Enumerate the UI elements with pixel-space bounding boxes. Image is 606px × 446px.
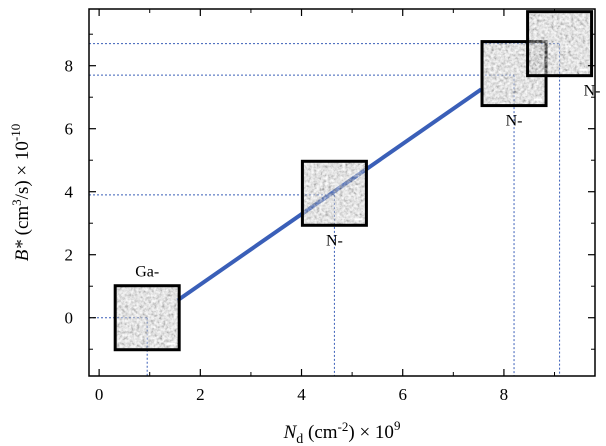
inset-scale-bar bbox=[354, 218, 363, 221]
inset-border bbox=[113, 284, 181, 352]
inset-image: Ga- bbox=[113, 264, 181, 352]
inset-texture bbox=[527, 11, 592, 76]
x-tick-label: 8 bbox=[500, 385, 509, 404]
y-tick-label: 0 bbox=[65, 309, 74, 328]
inset-texture bbox=[115, 285, 180, 350]
inset-scale-bar bbox=[167, 342, 176, 345]
x-tick-label: 2 bbox=[196, 385, 205, 404]
inset-image: N- bbox=[300, 159, 368, 249]
y-tick-label: 8 bbox=[65, 57, 74, 76]
plot-area-frame bbox=[88, 8, 596, 377]
y-tick-label: 2 bbox=[65, 246, 74, 265]
x-tick-label: 4 bbox=[297, 385, 306, 404]
inset-border bbox=[526, 10, 594, 78]
inset-image: N- bbox=[526, 10, 601, 100]
x-tick-label: 6 bbox=[398, 385, 407, 404]
y-tick-label: 6 bbox=[65, 120, 74, 139]
inset-texture bbox=[302, 161, 367, 226]
inset-border bbox=[300, 159, 368, 227]
y-axis-label: B* (cm3/s) × 10-10 bbox=[8, 124, 33, 261]
inset-label: N- bbox=[326, 232, 343, 249]
x-tick-label: 0 bbox=[95, 385, 104, 404]
inset-scale-bar bbox=[579, 68, 588, 71]
inset-label: Ga- bbox=[135, 264, 159, 281]
inset-scale-bar bbox=[534, 98, 543, 101]
inset-images: Ga- N- N- N- bbox=[113, 10, 601, 352]
y-tick-label: 4 bbox=[65, 183, 74, 202]
x-axis-label: Nd (cm-2) × 109 bbox=[283, 418, 401, 446]
axis-ticks: 0 2 4 6 8 0 2 4 6 8 bbox=[65, 9, 595, 404]
inset-label: N- bbox=[506, 113, 523, 130]
inset-label: N- bbox=[584, 83, 601, 100]
